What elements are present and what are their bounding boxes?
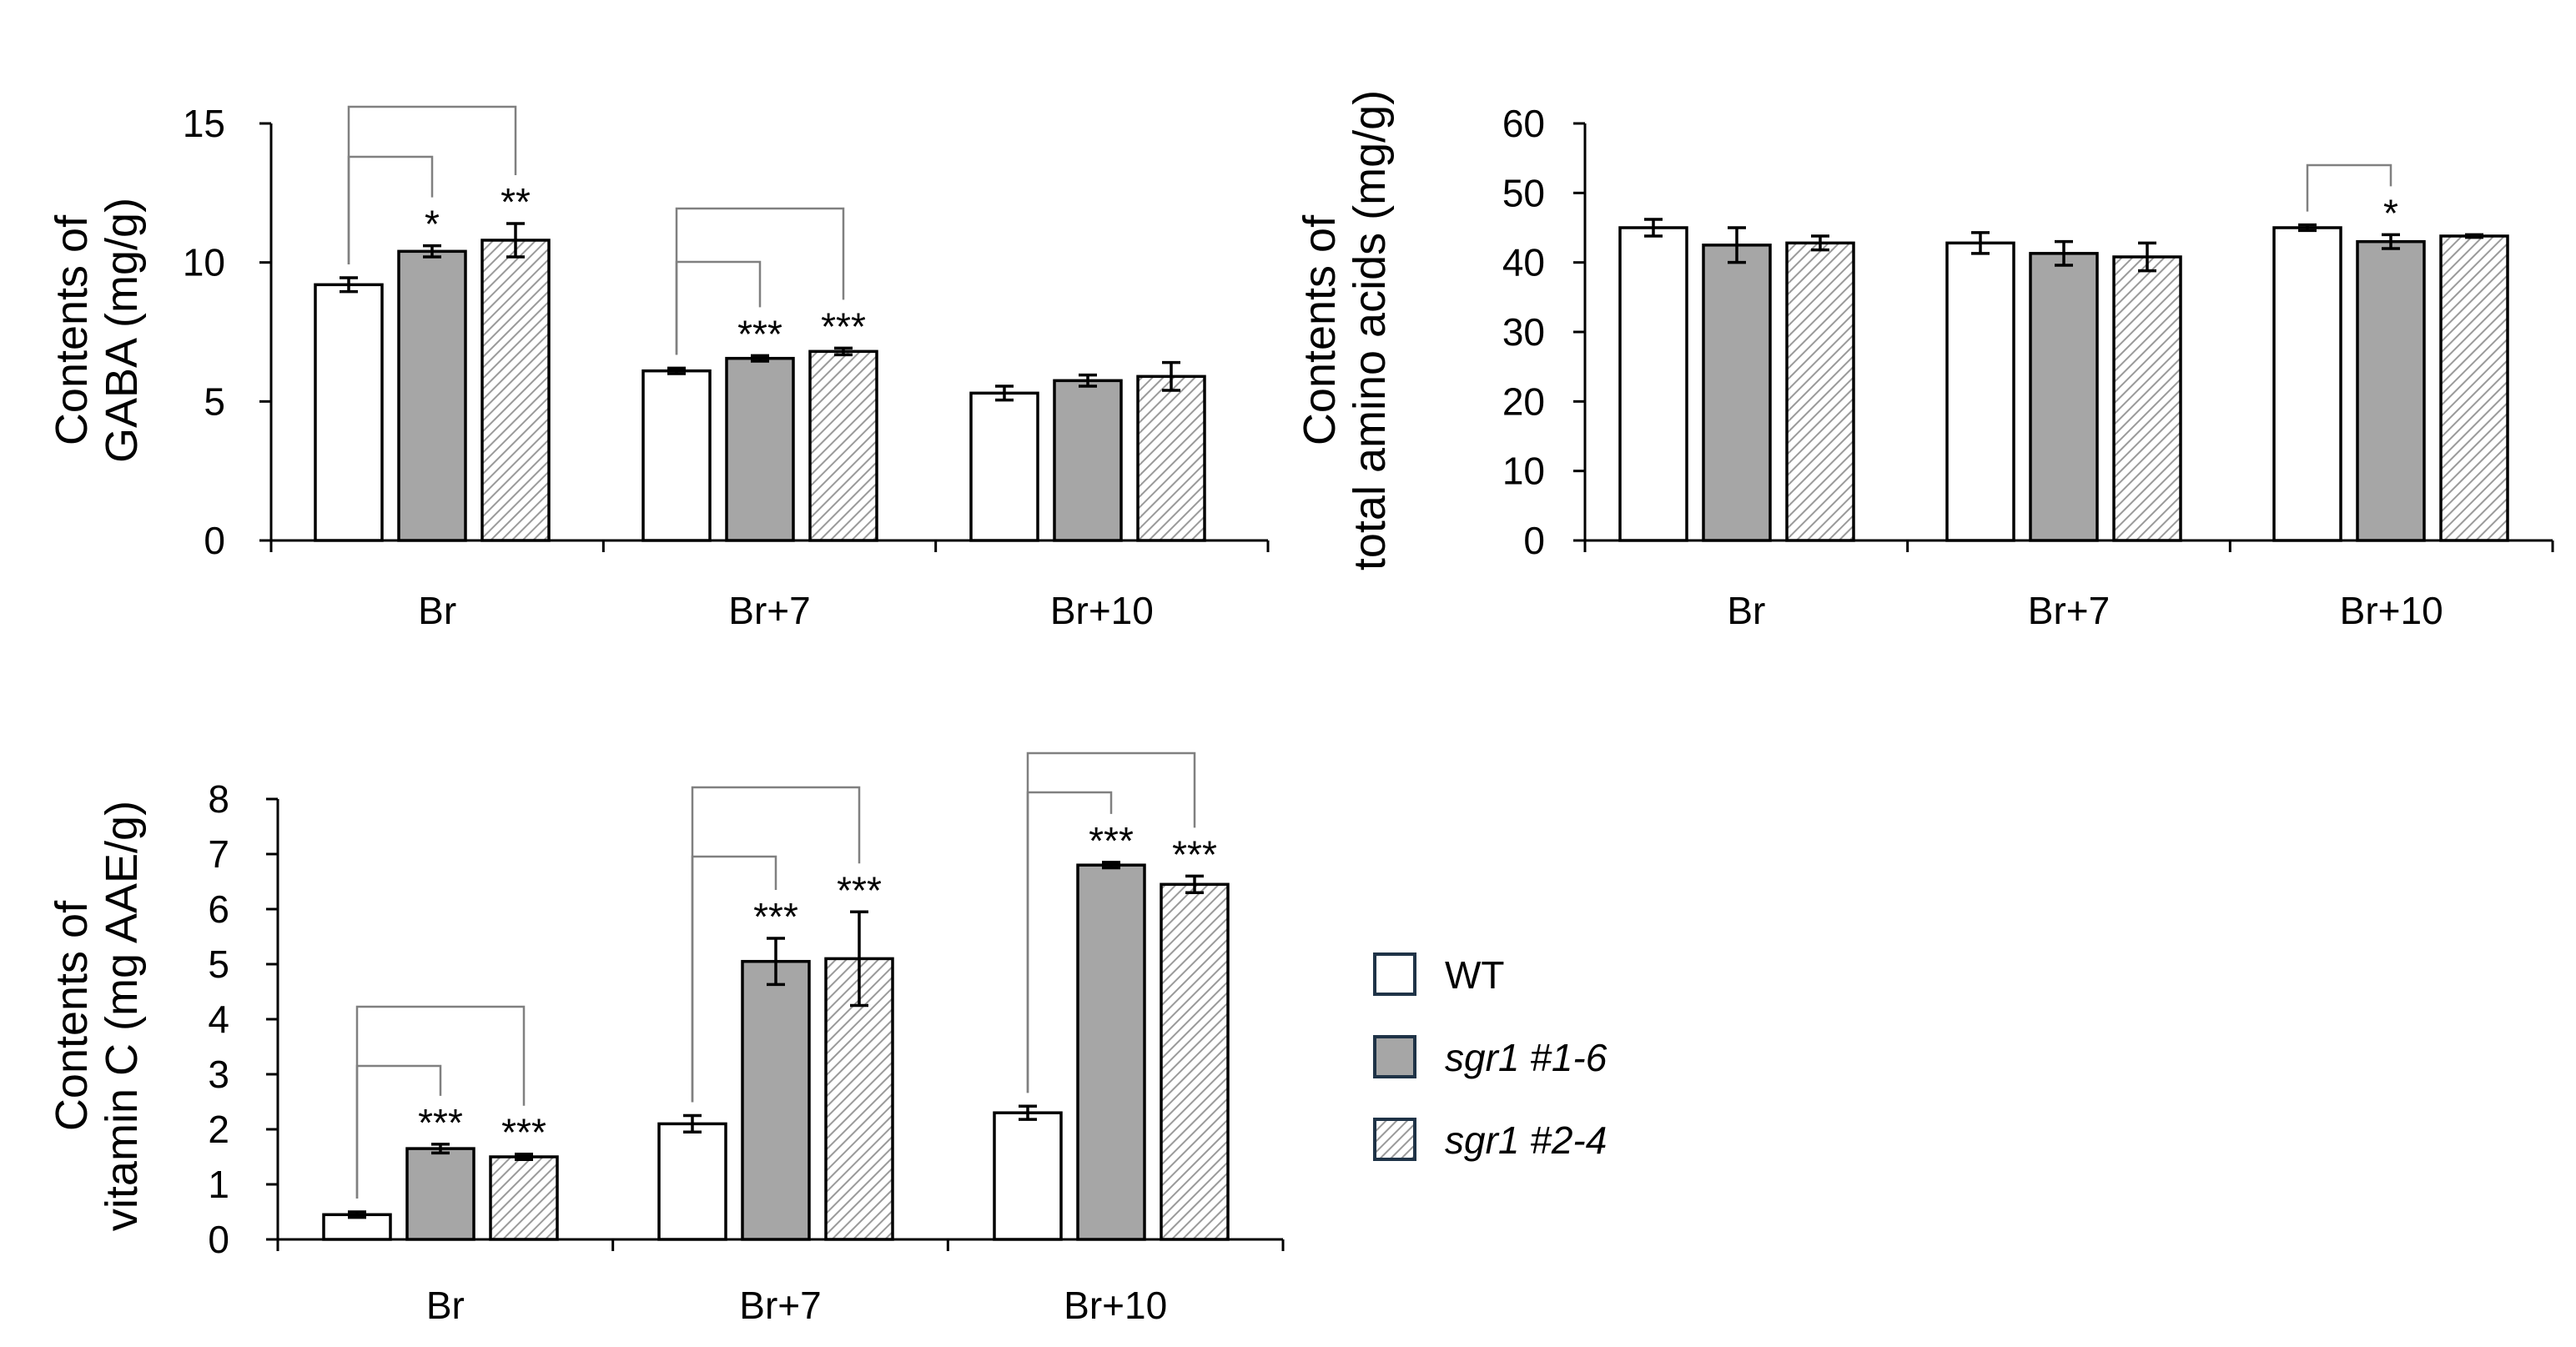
bar-wt: [2272, 226, 2342, 542]
y-axis-label-line: GABA (mg/g): [97, 198, 147, 463]
y-tick-label: 3: [208, 1053, 229, 1096]
y-tick-label: 8: [208, 777, 229, 821]
y-tick-label: 6: [208, 887, 229, 931]
bar-wt: [314, 283, 384, 542]
bar-sgr1-2-4: [808, 349, 878, 542]
chart-gaba: Contents ofGABA (mg/g) 0 5 10 15 Br Br+7 Br+10 *…: [47, 102, 1270, 632]
bar-sgr1-2-4: [2112, 255, 2182, 542]
chart-vitamin-c: Contents ofvitamin C (mg AAE/g) 0 1 2 3 4 5 6 7 8…: [47, 751, 1285, 1327]
bar-wt: [969, 391, 1039, 542]
y-axis-label: Contents oftotal amino acids (mg/g): [1295, 90, 1395, 570]
bar-sgr1-1-6: [397, 249, 467, 542]
significance-marker: ***: [737, 312, 782, 355]
legend-swatch-wt: [1373, 952, 1416, 996]
y-tick-label: 7: [208, 832, 229, 876]
legend-label-wt: WT: [1445, 953, 1505, 997]
y-tick-label: 5: [204, 379, 225, 423]
legend-item-sgr1-2-4: sgr1 #2-4: [1373, 1118, 1607, 1162]
y-axis-label-line: total amino acids (mg/g): [1345, 90, 1395, 570]
bar-sgr1-2-4: [480, 239, 551, 542]
significance-marker: ***: [753, 895, 798, 938]
bar-sgr1-2-4: [489, 1155, 559, 1241]
legend: WT sgr1 #1-6 sgr1 #2-4: [1373, 952, 1607, 1162]
significance-marker: ***: [1172, 832, 1217, 876]
y-axis-label-line: Contents of: [47, 900, 97, 1131]
bar-wt: [1945, 241, 2015, 542]
chart-amino-acids: Contents oftotal amino acids (mg/g) 0 10 20…: [1295, 90, 2554, 632]
bar-sgr1-1-6: [1076, 863, 1146, 1241]
y-axis-label-line: Contents of: [47, 214, 97, 445]
x-category-label: Br: [426, 1284, 465, 1327]
bar-wt: [1618, 226, 1688, 542]
x-category-label: Br+7: [728, 589, 810, 632]
y-tick-label: 0: [1523, 519, 1545, 562]
legend-label-sgr1-1-6: sgr1 #1-6: [1445, 1036, 1607, 1079]
bar-sgr1-2-4: [1785, 241, 1855, 542]
bar-sgr1-2-4: [2439, 234, 2509, 542]
bar-sgr1-2-4: [1160, 882, 1230, 1241]
significance-marker: **: [501, 180, 531, 224]
bar-sgr1-1-6: [1053, 379, 1123, 542]
y-tick-label: 40: [1502, 241, 1545, 284]
significance-marker: *: [2383, 191, 2398, 234]
significance-marker: *: [425, 203, 440, 246]
legend-swatch-sgr1-1-6: [1373, 1035, 1416, 1078]
y-tick-label: 0: [204, 519, 225, 562]
bar-wt: [641, 369, 712, 542]
y-tick-label: 60: [1502, 102, 1545, 145]
x-category-label: Br: [418, 589, 456, 632]
significance-marker: ***: [1089, 819, 1134, 862]
comparison-bracket: [675, 207, 845, 355]
y-tick-label: 1: [208, 1163, 229, 1206]
legend-swatch-sgr1-2-4: [1373, 1118, 1416, 1161]
comparison-bracket: [347, 155, 434, 264]
y-tick-label: 5: [208, 942, 229, 986]
significance-marker: ***: [821, 304, 866, 348]
y-axis-label-line: Contents of: [1295, 214, 1345, 445]
significance-marker: ***: [837, 868, 882, 912]
bar-sgr1-1-6: [2356, 239, 2426, 542]
y-tick-label: 20: [1502, 379, 1545, 423]
y-tick-label: 10: [1502, 450, 1545, 493]
y-tick-label: 4: [208, 998, 229, 1041]
y-tick-label: 30: [1502, 310, 1545, 354]
legend-item-wt: WT: [1373, 952, 1505, 997]
bar-sgr1-1-6: [1702, 244, 1772, 542]
comparison-bracket: [355, 1005, 526, 1199]
y-tick-label: 15: [183, 102, 225, 145]
bar-sgr1-1-6: [741, 959, 811, 1241]
x-category-label: Br+10: [1064, 1284, 1167, 1327]
bar-sgr1-1-6: [725, 356, 795, 542]
significance-marker: ***: [501, 1111, 546, 1154]
legend-label-sgr1-2-4: sgr1 #2-4: [1445, 1118, 1607, 1162]
comparison-bracket: [691, 786, 861, 1103]
comparison-bracket: [1026, 751, 1196, 1093]
bar-sgr1-1-6: [2029, 252, 2099, 542]
x-category-label: Br+10: [2340, 589, 2443, 632]
y-tick-label: 2: [208, 1108, 229, 1151]
y-axis-label: Contents ofGABA (mg/g): [47, 198, 147, 463]
y-tick-label: 0: [208, 1218, 229, 1261]
bar-sgr1-2-4: [1136, 374, 1206, 542]
y-axis-label: Contents ofvitamin C (mg AAE/g): [47, 801, 147, 1231]
x-category-label: Br: [1727, 589, 1765, 632]
bar-wt: [993, 1111, 1063, 1241]
bar-wt: [657, 1122, 727, 1241]
comparison-bracket: [2306, 163, 2392, 212]
bar-sgr1-1-6: [405, 1147, 475, 1241]
y-axis-label-line: vitamin C (mg AAE/g): [97, 801, 147, 1231]
x-category-label: Br+7: [2028, 589, 2110, 632]
y-tick-label: 50: [1502, 171, 1545, 214]
x-category-label: Br+10: [1050, 589, 1154, 632]
x-category-label: Br+7: [739, 1284, 821, 1327]
y-tick-label: 10: [183, 241, 225, 284]
comparison-bracket: [347, 105, 517, 264]
legend-item-sgr1-1-6: sgr1 #1-6: [1373, 1035, 1607, 1079]
significance-marker: ***: [418, 1101, 463, 1144]
